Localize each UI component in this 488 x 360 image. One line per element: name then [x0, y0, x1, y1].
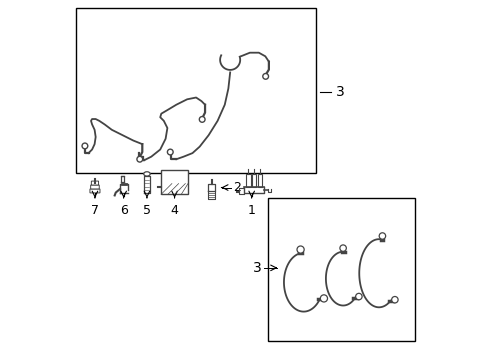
Circle shape [355, 293, 361, 300]
Text: 4: 4 [170, 204, 178, 217]
FancyBboxPatch shape [90, 189, 100, 193]
Bar [161, 170, 187, 194]
Bar [251, 174, 256, 187]
Text: 7: 7 [91, 204, 99, 217]
FancyBboxPatch shape [90, 185, 99, 189]
Ellipse shape [143, 172, 150, 176]
Text: 3: 3 [252, 261, 261, 275]
Circle shape [199, 117, 204, 122]
Circle shape [167, 149, 173, 155]
Text: 1: 1 [247, 204, 255, 217]
Bar [257, 174, 262, 187]
Circle shape [296, 246, 304, 253]
Bar [246, 174, 250, 187]
Circle shape [82, 143, 88, 149]
Circle shape [339, 245, 346, 251]
FancyBboxPatch shape [91, 181, 99, 185]
Bar [267, 198, 414, 341]
Text: 6: 6 [120, 204, 127, 217]
Circle shape [320, 295, 327, 302]
Circle shape [378, 233, 385, 239]
Circle shape [262, 73, 268, 79]
Text: 5: 5 [142, 204, 151, 217]
Text: 3: 3 [335, 85, 344, 99]
Circle shape [391, 297, 397, 303]
Circle shape [137, 156, 142, 162]
Bar [76, 8, 316, 173]
Text: 2: 2 [233, 181, 241, 194]
